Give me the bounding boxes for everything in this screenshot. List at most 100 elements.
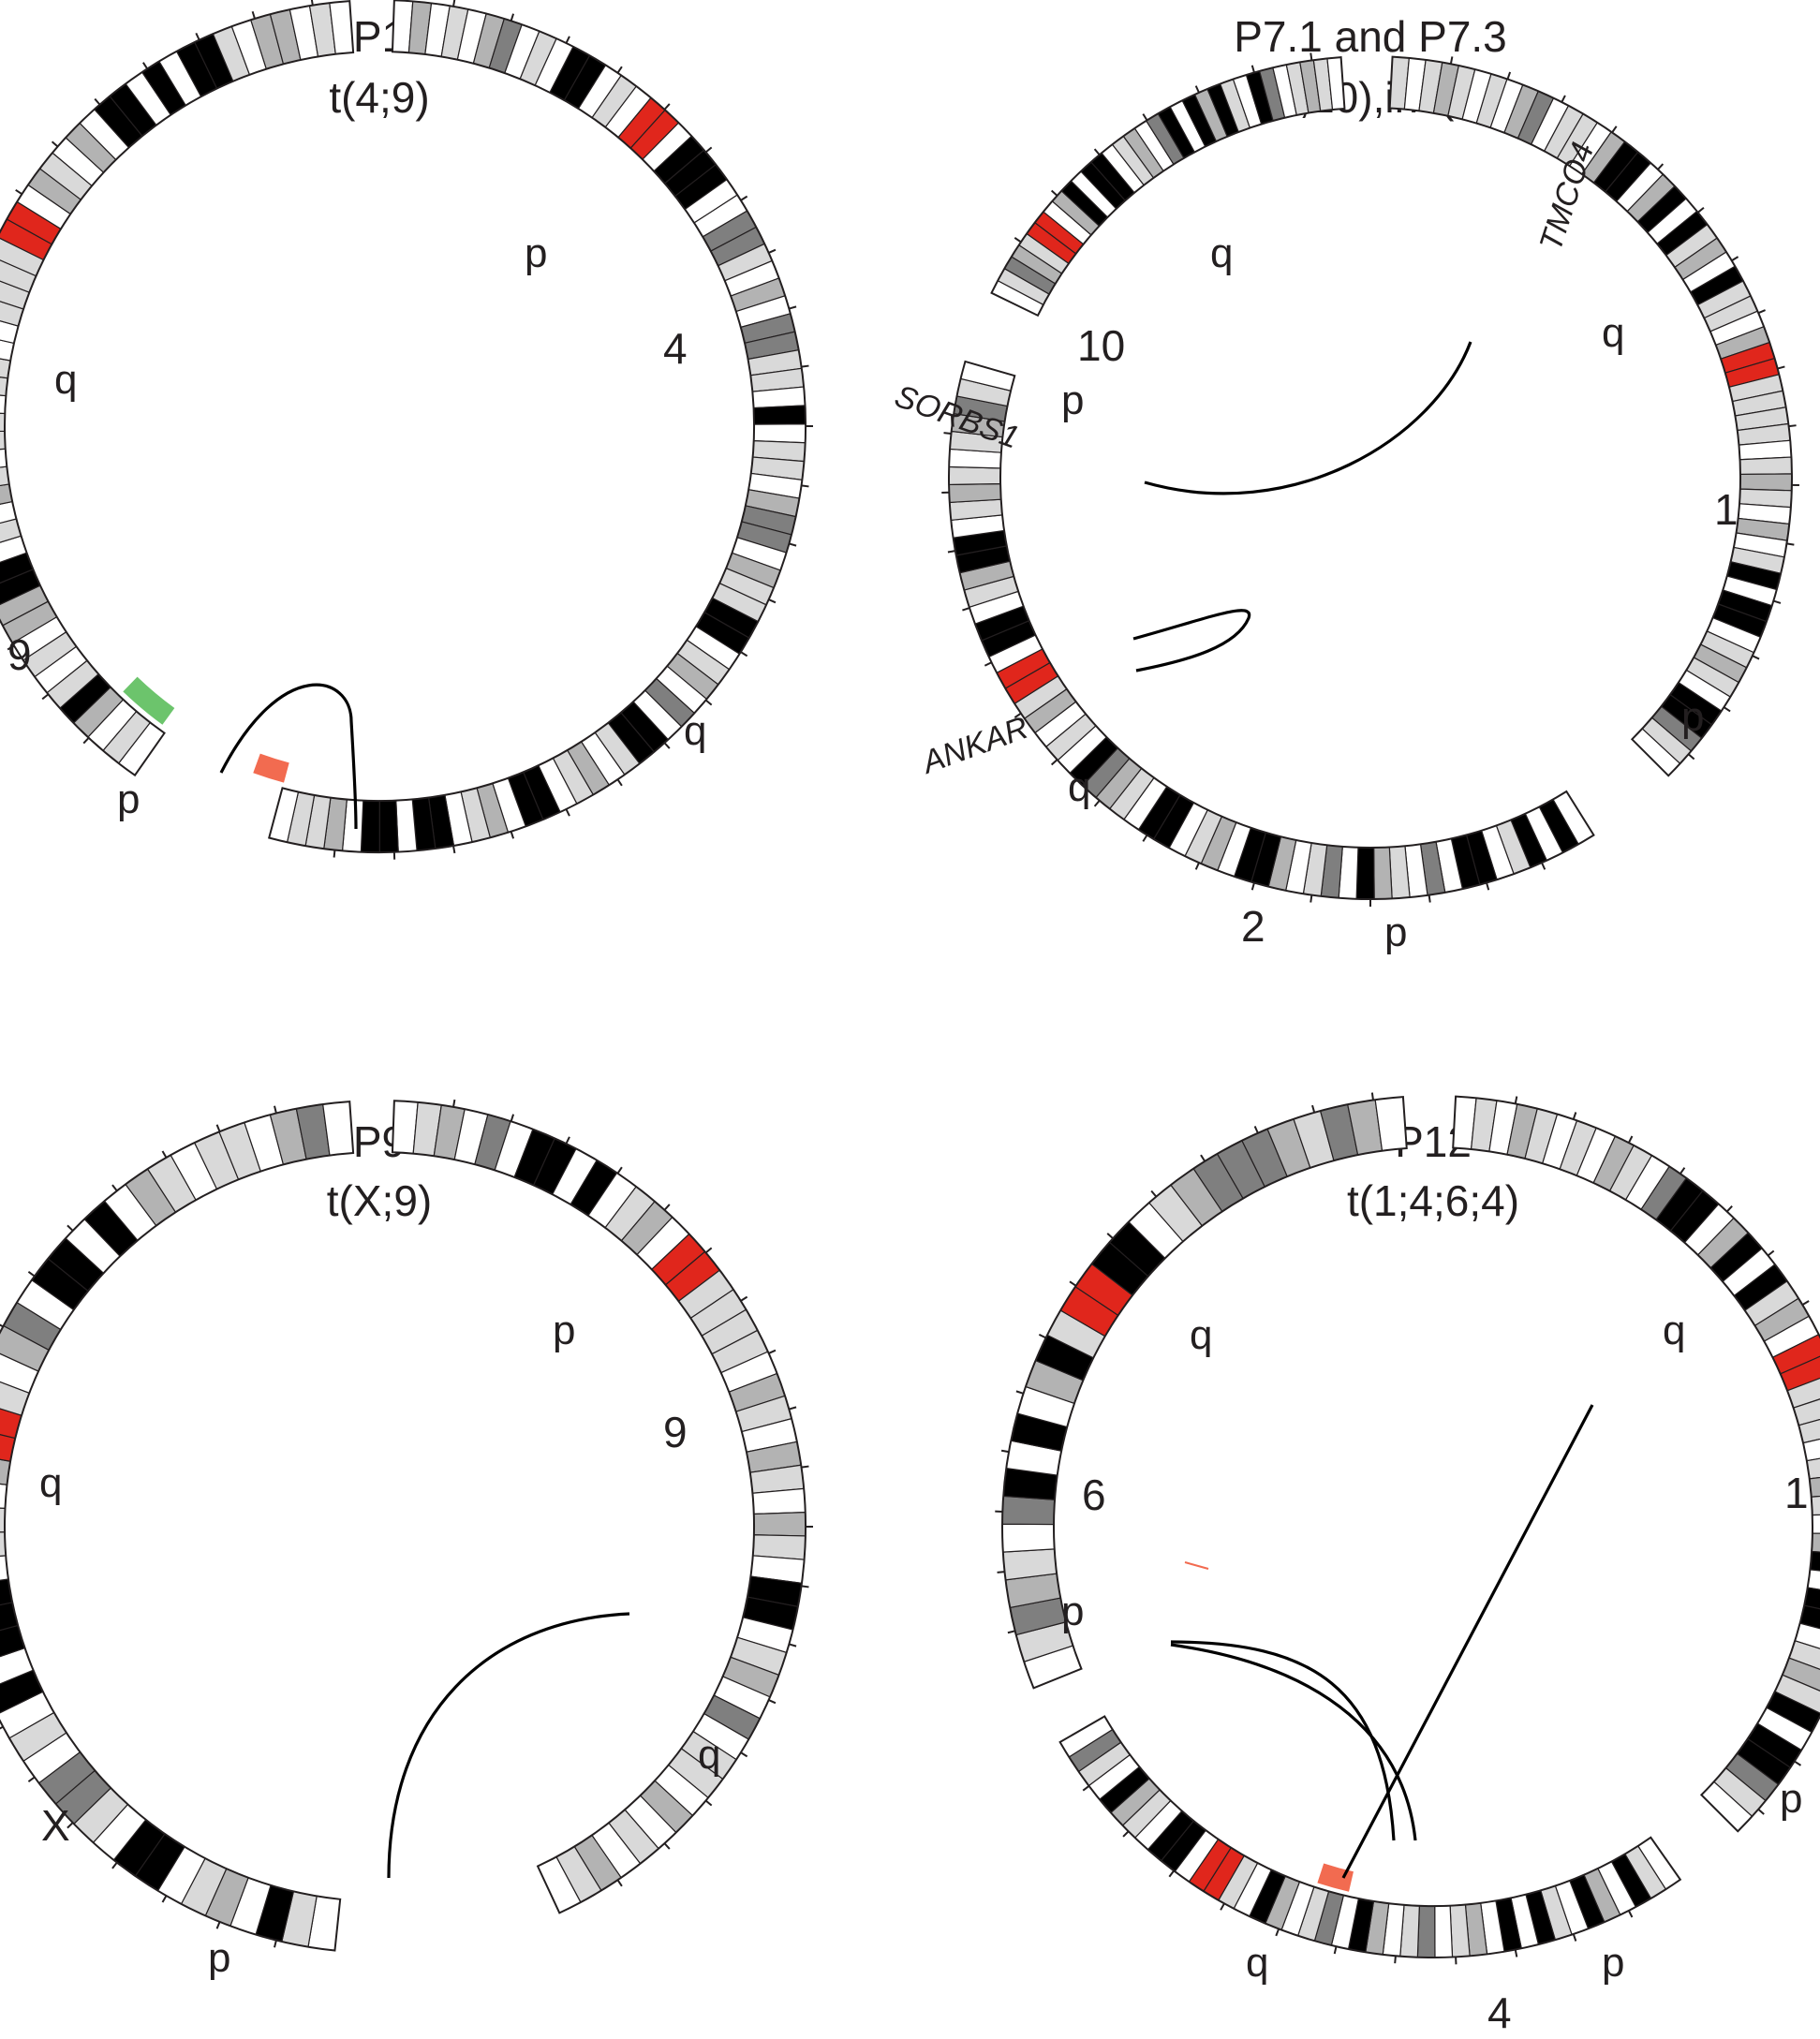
scale-tick [1794,1760,1802,1766]
scale-tick [997,1571,1005,1574]
scale-tick [1310,52,1313,61]
scale-tick [1428,894,1431,903]
scale-tick [111,1184,118,1192]
chromosome-4 [268,0,813,860]
cytoband [1001,1495,1056,1526]
scale-tick [274,1105,277,1114]
arm-label-p: p [1780,1776,1802,1822]
scale-tick [1449,56,1454,65]
chromosome-outline [948,360,1595,900]
cytoband [1373,846,1393,900]
scale-tick [768,248,777,254]
scale-tick [565,808,570,817]
chromosome-label-x: X [41,1801,70,1850]
cytoband [360,800,380,853]
scale-tick [1627,1910,1634,1918]
chromosome-4 [1058,1715,1682,1965]
scale-tick [1767,1249,1775,1257]
scale-tick [1687,753,1695,761]
chromosome-outline [0,1101,355,1952]
chromosome-label-4: 4 [663,324,688,373]
scale-tick [704,1247,713,1254]
scale-tick [740,651,748,658]
scale-tick [452,845,456,854]
chromosome-6 [995,1092,1408,1690]
scale-tick [1725,1205,1733,1213]
scale-tick [1007,1630,1015,1634]
arm-label-q: q [1246,1940,1268,1986]
chromosome-outline [990,56,1346,318]
scale-tick [161,1895,168,1903]
scale-tick [1050,189,1058,197]
scale-tick [565,1136,570,1145]
panel-p7: P7.1 and P7.3 t(1;10),inv(2) 1 q p 2 q p… [890,12,1799,955]
scale-tick [768,1349,777,1354]
translocation-link [1170,1643,1417,1841]
scale-tick [51,140,59,148]
scale-tick [947,550,956,554]
arm-label-q: q [1190,1312,1212,1358]
scale-tick [1370,1092,1374,1101]
scale-tick [1275,1928,1280,1937]
chromosome-outline [268,0,806,853]
arm-label-q: q [1602,310,1624,356]
scale-tick [704,1799,713,1807]
cytoband [948,465,1001,486]
cytoband [1739,456,1793,476]
translocation-link [1170,1640,1396,1841]
scale-tick [1310,894,1313,903]
scale-tick [1731,256,1739,262]
scale-tick [1168,1869,1175,1878]
scale-tick [1082,1785,1090,1792]
cytoband [1434,1904,1454,1958]
panel-subtitle: t(4;9) [329,73,429,122]
scale-tick [663,1204,671,1211]
scale-tick [1250,65,1255,73]
scale-tick [141,62,149,69]
scale-tick [1788,424,1797,428]
cytoband [752,405,806,425]
arm-label-p: p [525,230,547,276]
cytoband [1001,1523,1056,1553]
chromosome-outline [0,0,355,777]
scale-tick [663,103,671,111]
arm-label-q: q [698,1732,720,1778]
panel-p1: P1 t(4;9) 4 p q 9 q p [0,0,813,860]
scale-tick [1801,1300,1810,1306]
arm-label-p: p [1061,1588,1084,1634]
scale-tick [1069,1280,1077,1287]
scale-tick [704,699,713,706]
scale-tick [251,10,256,20]
scale-tick [15,188,22,196]
chromosome-label-10: 10 [1077,321,1125,370]
scale-tick [1250,882,1255,891]
scale-tick [94,97,101,106]
cytoband [1739,473,1793,492]
cytoband [1355,847,1375,900]
scale-tick [1050,759,1058,766]
circos-ring [0,1099,813,1952]
scale-tick [1752,655,1760,660]
scale-tick [215,1921,221,1929]
arm-label-q: q [684,708,706,754]
scale-tick [984,661,992,667]
chromosome-label-4: 4 [1487,1988,1512,2037]
scale-tick [1757,1809,1765,1815]
scale-tick [789,1643,797,1647]
scale-tick [510,1114,515,1122]
panel-subtitle: t(X;9) [327,1176,432,1225]
translocation-link [1144,341,1472,495]
chromosome-9 [0,0,355,777]
arm-label-p: p [553,1308,575,1353]
translocation-link [387,1612,630,1879]
scale-tick [1014,712,1022,718]
breakpoint-marker [123,676,175,725]
arm-label-p: p [117,776,140,822]
chromosome-outline [1001,1096,1408,1690]
translocation-link [219,683,358,830]
scale-tick [1311,1104,1316,1114]
scale-tick [1541,862,1546,870]
arm-label-p: p [208,1935,230,1981]
scale-tick [1394,1956,1397,1964]
scale-tick [1000,1449,1010,1454]
